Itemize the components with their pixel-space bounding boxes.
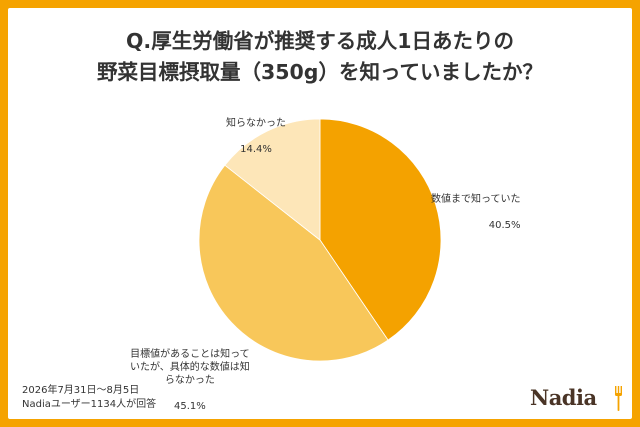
slice-label-did-not-know-text: 知らなかった: [226, 118, 286, 129]
pie-slice-did-not-know: [224, 118, 321, 241]
chart-title-line-2: 野菜目標摂取量（350g）を知っていましたか？: [97, 60, 543, 84]
chart-title: Q.厚生労働省が推奨する成人1日あたりの 野菜目標摂取量（350g）を知っていま…: [8, 26, 632, 88]
survey-respondents: Nadiaユーザー1134人が回答: [22, 399, 157, 410]
fork-icon: [615, 386, 622, 411]
pie-slice-knew-target: [198, 164, 389, 362]
chart-card: Q.厚生労働省が推奨する成人1日あたりの 野菜目標摂取量（350g）を知っていま…: [8, 8, 632, 419]
survey-date-range: 2026年7月31日〜8月5日: [22, 385, 140, 396]
survey-footer: 2026年7月31日〜8月5日 Nadiaユーザー1134人が回答: [22, 384, 156, 412]
slice-label-did-not-know-percent: 14.4%: [240, 144, 272, 155]
nadia-logo: Nadia: [530, 385, 597, 410]
chart-title-line-1: Q.厚生労働省が推奨する成人1日あたりの: [126, 29, 514, 53]
pie-slice-known-value: [319, 118, 442, 341]
slice-label-knew-target-text: 目標値があることは知って いたが、具体的な数値は知 らなかった: [130, 349, 250, 386]
slice-label-known-value: 数値まで知っていた 40.5%: [431, 180, 521, 245]
slice-label-known-value-percent: 40.5%: [488, 220, 521, 231]
slice-label-knew-target-percent: 45.1%: [174, 401, 206, 412]
pie-chart: [198, 118, 442, 362]
slice-label-did-not-know: 知らなかった 14.4%: [226, 104, 286, 169]
slice-label-knew-target: 目標値があることは知って いたが、具体的な数値は知 らなかった 45.1%: [130, 335, 250, 419]
slice-label-known-value-text: 数値まで知っていた: [431, 194, 521, 205]
